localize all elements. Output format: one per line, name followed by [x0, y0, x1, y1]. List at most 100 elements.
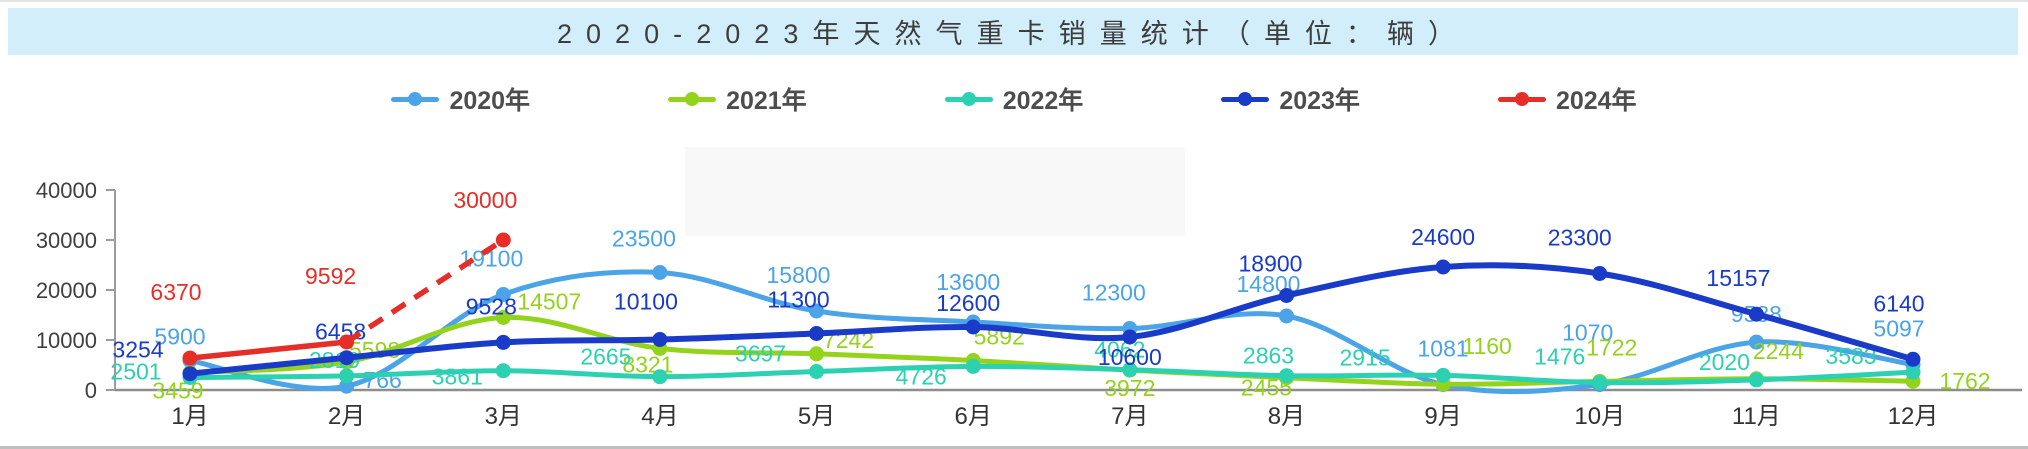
data-point-2023年-7月[interactable]	[1122, 329, 1138, 345]
value-label-2023年-8月: 18900	[1239, 251, 1303, 277]
value-label-2020年-7月: 12300	[1082, 280, 1146, 306]
data-point-2022年-10月[interactable]	[1592, 375, 1608, 391]
y-axis-label: 0	[85, 378, 97, 403]
data-point-2022年-7月[interactable]	[1122, 362, 1138, 378]
y-axis-label: 10000	[36, 328, 97, 353]
data-point-2023年-10月[interactable]	[1592, 266, 1608, 281]
data-point-2022年-2月[interactable]	[339, 368, 355, 384]
data-point-2020年-4月[interactable]	[652, 265, 668, 280]
value-label-2024年-1月: 6370	[150, 279, 201, 305]
x-axis-label: 11月	[1732, 403, 1781, 430]
data-point-2022年-11月[interactable]	[1748, 372, 1764, 388]
y-axis-label: 20000	[36, 278, 97, 303]
x-axis-label: 10月	[1574, 403, 1625, 430]
value-label-2022年-10月: 1476	[1534, 344, 1585, 370]
legend-item-2023[interactable]: 2023年	[1221, 81, 1360, 117]
data-point-2022年-4月[interactable]	[652, 369, 668, 385]
data-point-2020年-3月[interactable]	[495, 287, 511, 302]
value-label-2021年-10月: 1722	[1586, 334, 1637, 360]
legend-item-2022[interactable]: 2022年	[944, 81, 1084, 117]
data-point-2022年-5月[interactable]	[809, 364, 824, 379]
value-label-2023年-10月: 23300	[1548, 225, 1612, 251]
legend-label: 2022年	[1002, 87, 1084, 115]
data-point-2020年-2月[interactable]	[339, 378, 355, 394]
value-label-2021年-7月: 3972	[1104, 375, 1155, 401]
data-point-2021年-3月[interactable]	[495, 310, 511, 325]
value-label-2020年-10月: 1070	[1562, 320, 1613, 346]
y-axis-label: 40000	[36, 178, 97, 203]
value-label-2023年-1月: 3254	[112, 337, 163, 363]
data-point-2020年-5月[interactable]	[809, 303, 824, 319]
value-label-2022年-3月: 3861	[432, 364, 483, 390]
legend-item-2020[interactable]: 2020年	[391, 81, 530, 117]
data-point-2023年-12月[interactable]	[1905, 351, 1921, 367]
value-label-2020年-12月: 5097	[1873, 316, 1924, 342]
data-point-2021年-5月[interactable]	[809, 346, 824, 362]
legend-label: 2024年	[1555, 87, 1637, 115]
value-label-2023年-3月: 9528	[466, 293, 517, 319]
value-label-2021年-9月: 1160	[1462, 333, 1511, 359]
x-axis-label: 3月	[485, 403, 522, 430]
legend-line-dot-icon	[391, 92, 440, 106]
data-point-2023年-6月[interactable]	[965, 319, 981, 335]
y-axis-label: 30000	[36, 228, 97, 253]
value-label-2022年-6月: 4726	[896, 363, 947, 389]
data-point-2024年-3月[interactable]	[495, 232, 511, 248]
watermark-block	[685, 147, 1185, 236]
value-label-2022年-9月: 2915	[1340, 344, 1391, 370]
value-label-2021年-3月: 14507	[517, 289, 581, 315]
data-point-2023年-1月[interactable]	[182, 366, 198, 382]
value-label-2023年-12月: 6140	[1873, 290, 1924, 316]
value-label-2023年-9月: 24600	[1411, 224, 1475, 250]
data-point-2023年-5月[interactable]	[809, 326, 824, 341]
x-axis-label: 6月	[955, 403, 992, 430]
data-point-2023年-4月[interactable]	[652, 332, 668, 347]
data-point-2020年-8月[interactable]	[1279, 308, 1294, 324]
data-point-2023年-11月[interactable]	[1748, 306, 1764, 322]
data-point-2023年-3月[interactable]	[495, 334, 511, 350]
x-axis-label: 12月	[1888, 403, 1939, 430]
x-axis-label: 5月	[798, 403, 835, 430]
data-point-2022年-8月[interactable]	[1279, 368, 1294, 384]
legend-line-dot-icon	[944, 92, 993, 106]
value-label-2020年-2月: 766	[363, 367, 401, 393]
x-axis-label: 9月	[1424, 403, 1461, 430]
value-label-2023年-4月: 10100	[614, 289, 678, 315]
data-point-2024年-2月[interactable]	[339, 334, 355, 350]
data-point-2023年-2月[interactable]	[339, 350, 355, 366]
data-point-2022年-6月[interactable]	[965, 358, 981, 374]
value-label-2023年-11月: 15157	[1706, 265, 1770, 291]
value-label-2023年-7月: 10600	[1098, 344, 1162, 370]
value-label-2024年-3月: 30000	[453, 187, 517, 213]
data-point-2023年-8月[interactable]	[1279, 288, 1294, 303]
value-label-2021年-12月: 1762	[1939, 368, 1990, 394]
legend-label: 2023年	[1279, 87, 1360, 115]
legend-item-2024[interactable]: 2024年	[1497, 81, 1637, 117]
series-line-2024年-solid	[189, 339, 347, 361]
series-line-2024年-dashed	[345, 237, 505, 345]
value-label-2022年-4月: 2665	[580, 344, 631, 370]
value-label-2021年-11月: 2244	[1753, 338, 1804, 364]
value-label-2022年-5月: 3697	[735, 341, 786, 367]
series-line-2022年	[187, 363, 1916, 386]
data-point-2020年-11月[interactable]	[1748, 334, 1764, 350]
value-label-2023年-5月: 11300	[767, 287, 829, 313]
data-point-2024年-1月[interactable]	[182, 350, 198, 366]
legend-line-dot-icon	[1221, 92, 1270, 106]
x-axis-label: 7月	[1111, 403, 1148, 430]
x-axis-label: 8月	[1268, 403, 1305, 430]
legend-line-dot-icon	[1497, 92, 1546, 106]
value-label-2020年-1月: 5900	[154, 324, 205, 350]
data-point-2022年-12月[interactable]	[1905, 364, 1921, 380]
value-label-2022年-1月: 2501	[110, 359, 161, 385]
legend-item-2021[interactable]: 2021年	[668, 81, 807, 117]
value-label-2020年-5月: 15800	[767, 262, 831, 288]
bottom-border	[0, 446, 2028, 449]
series-line-2023年	[187, 262, 1916, 377]
top-border	[0, 0, 2028, 2]
data-point-2022年-3月[interactable]	[495, 363, 511, 379]
data-point-2023年-9月[interactable]	[1435, 259, 1451, 275]
data-point-2022年-9月[interactable]	[1435, 367, 1451, 383]
legend-label: 2021年	[726, 87, 807, 115]
